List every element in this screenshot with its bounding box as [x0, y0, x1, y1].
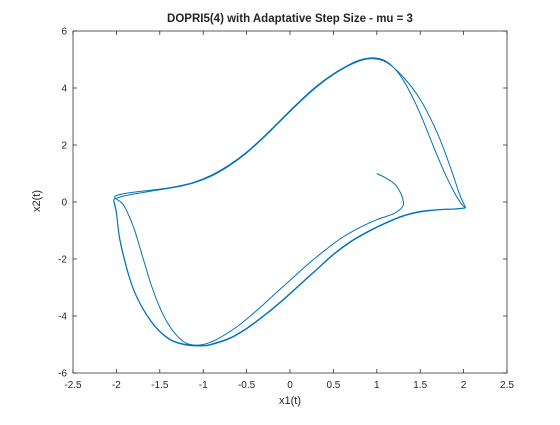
x-tick-label: -2 [112, 380, 121, 391]
chart-title: DOPRI5(4) with Adaptative Step Size - mu… [167, 13, 413, 25]
x-tick-label: 1 [374, 380, 380, 391]
x-tick-label: 2.5 [500, 380, 514, 391]
x-tick-label: 0 [287, 380, 293, 391]
x-tick-label: -0.5 [238, 380, 256, 391]
y-tick-label: 6 [61, 27, 67, 38]
x-tick-label: -1 [199, 380, 208, 391]
x-tick-label: 1.5 [413, 380, 427, 391]
y-tick-label: 2 [61, 141, 67, 152]
y-tick-label: -4 [58, 312, 67, 323]
y-tick-label: -2 [58, 255, 67, 266]
y-tick-label: 4 [61, 84, 67, 95]
x-tick-label: 2 [461, 380, 467, 391]
plot-area [113, 57, 466, 347]
x-tick-label: 0.5 [326, 380, 340, 391]
y-tick-label: -6 [58, 369, 67, 380]
x-tick-label: -1.5 [151, 380, 169, 391]
axes: -2.5 -2 -1.5 -1 -0.5 0 0.5 1 1.5 2 2.5 -6 -4 -2 0 2 4 6 [58, 27, 514, 392]
y-tick-label: 0 [61, 198, 67, 209]
y-axis-label: x2(t) [31, 190, 43, 212]
x-axis-label: x1(t) [279, 395, 301, 407]
x-tick-label: -2.5 [64, 380, 82, 391]
series-line [113, 57, 466, 347]
axes-box [72, 30, 508, 374]
